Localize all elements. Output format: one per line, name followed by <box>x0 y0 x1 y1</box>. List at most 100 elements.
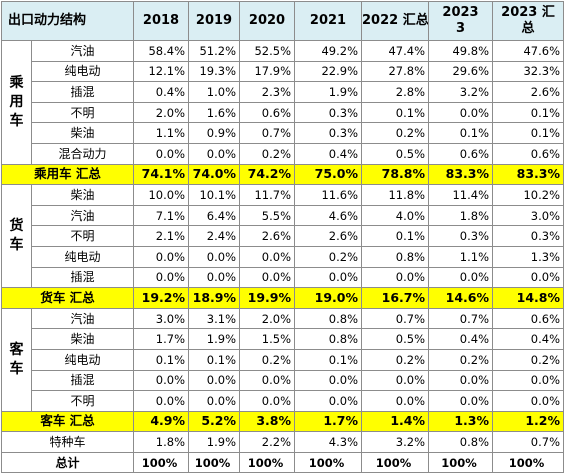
value-cell: 3.0% <box>133 307 190 330</box>
value-cell: 1.7% <box>133 328 190 350</box>
value-cell: 0.2% <box>361 348 430 371</box>
value-cell: 0.1% <box>361 225 430 247</box>
value-cell: 0.8% <box>361 245 430 268</box>
value-cell: 10.2% <box>492 184 564 206</box>
value-cell: 0.0% <box>294 266 363 289</box>
table-row: 客 车汽油 3.0% 3.1% 2.0% 0.8% 0.7% 0.7% 0.6% <box>1 307 564 412</box>
value-cell: 0.0% <box>361 390 430 412</box>
value-cell: 47.4% <box>361 40 430 62</box>
value-cell: 11.6% <box>294 184 363 206</box>
value-cell: 0.0% <box>133 369 190 392</box>
value-cell: 10.1% <box>188 184 241 206</box>
value-cell: 0.1% <box>294 348 363 371</box>
value-cell: 22.9% <box>294 60 363 83</box>
table-row: 乘 用 车汽油 58.4% 51.2% 52.5% 49.2% 47.4% 49.8% 47.… <box>1 40 564 165</box>
value-cell: 0.1% <box>361 101 430 124</box>
value-cell: 0.0% <box>428 266 494 289</box>
table-row: 插混 0.0% 0.0% 0.0% 0.0% 0.0% 0.0% 0.0% <box>2 369 564 392</box>
value-cell: 0.7% <box>239 122 296 144</box>
value-cell: 52.5% <box>239 40 296 62</box>
value-cell: 0.6% <box>492 307 564 330</box>
subtotal-value: 3.8% <box>239 410 296 433</box>
value-cell: 0.6% <box>239 101 296 124</box>
value-cell: 4.0% <box>361 204 430 227</box>
total-row-label: 总计 <box>0 451 135 473</box>
value-cell: 0.4% <box>428 328 494 350</box>
value-cell: 2.6% <box>239 225 296 247</box>
header-label: 出口动力结构 <box>0 1 135 41</box>
special-row-value: 3.2% <box>361 431 430 453</box>
value-cell: 49.2% <box>294 40 363 62</box>
header-row: 出口动力结构 2018 2019 2020 2021 2022 汇总 2023 … <box>0 1 564 41</box>
value-cell: 0.2% <box>361 122 430 144</box>
value-cell: 0.4% <box>492 328 564 350</box>
value-cell: 0.1% <box>492 101 564 124</box>
header-year: 2021 <box>294 1 363 41</box>
value-cell: 1.1% <box>428 245 494 268</box>
value-cell: 0.4% <box>294 142 363 165</box>
value-cell: 0.0% <box>361 369 430 392</box>
value-cell: 0.8% <box>294 328 363 350</box>
value-cell: 11.4% <box>428 184 494 206</box>
value-cell: 0.2% <box>492 348 564 371</box>
category-cell: 乘 用 车 <box>1 40 32 165</box>
value-cell: 0.0% <box>239 266 296 289</box>
value-cell: 12.1% <box>133 60 190 83</box>
value-cell: 0.0% <box>428 390 494 412</box>
powertrain-label: 不明 <box>30 225 135 247</box>
value-cell: 29.6% <box>428 60 494 83</box>
value-cell: 0.0% <box>428 369 494 392</box>
value-cell: 0.0% <box>294 390 363 412</box>
value-cell: 2.6% <box>294 225 363 247</box>
value-cell: 0.0% <box>133 142 190 165</box>
powertrain-label: 柴油 <box>30 122 135 144</box>
value-cell: 3.1% <box>188 307 241 330</box>
value-cell: 0.0% <box>492 369 564 392</box>
header-year: 2023 3 <box>428 1 494 41</box>
subtotal-value: 1.2% <box>492 410 564 433</box>
table-row: 混合动力 0.0% 0.0% 0.2% 0.4% 0.5% 0.6% 0.6% <box>2 142 564 165</box>
subtotal-row: 客车 汇总 4.9% 5.2% 3.8% 1.7% 1.4% 1.3% 1.2% <box>0 410 564 433</box>
value-cell: 2.3% <box>239 81 296 103</box>
subtotal-label: 货车 汇总 <box>0 287 135 309</box>
subtotal-value: 1.4% <box>361 410 430 433</box>
subtotal-value: 74.1% <box>133 163 190 186</box>
value-cell: 2.1% <box>133 225 190 247</box>
value-cell: 0.8% <box>294 307 363 330</box>
value-cell: 27.8% <box>361 60 430 83</box>
total-row-value: 100% <box>361 451 430 473</box>
subtotal-value: 83.3% <box>492 163 564 186</box>
value-cell: 0.1% <box>188 348 241 371</box>
total-row: 总计 100% 100% 100% 100% 100% 100% 100% <box>0 451 564 473</box>
header-year: 2022 汇总 <box>361 1 430 41</box>
value-cell: 7.1% <box>133 204 190 227</box>
value-cell: 2.0% <box>239 307 296 330</box>
powertrain-label: 柴油 <box>30 184 135 206</box>
subtotal-value: 74.2% <box>239 163 296 186</box>
value-cell: 49.8% <box>428 40 494 62</box>
table-row: 纯电动 0.0% 0.0% 0.0% 0.2% 0.8% 1.1% 1.3% <box>2 245 564 268</box>
subtotal-value: 83.3% <box>428 163 494 186</box>
table-row: 不明 0.0% 0.0% 0.0% 0.0% 0.0% 0.0% 0.0% <box>2 390 564 412</box>
powertrain-label: 纯电动 <box>30 245 135 268</box>
powertrain-label: 汽油 <box>30 307 135 330</box>
value-cell: 0.4% <box>133 81 190 103</box>
table-row: 不明 2.0% 1.6% 0.6% 0.3% 0.1% 0.0% 0.1% <box>2 101 564 124</box>
value-cell: 17.9% <box>239 60 296 83</box>
total-row-value: 100% <box>239 451 296 473</box>
powertrain-label: 混合动力 <box>30 142 135 165</box>
value-cell: 0.5% <box>361 328 430 350</box>
value-cell: 0.3% <box>492 225 564 247</box>
subtotal-value: 19.9% <box>239 287 296 309</box>
special-row-value: 0.7% <box>492 431 564 453</box>
table-row: 插混 0.4% 1.0% 2.3% 1.9% 2.8% 3.2% 2.6% <box>2 81 564 103</box>
category-cell: 客 车 <box>1 307 32 412</box>
value-cell: 0.0% <box>239 245 296 268</box>
table-row: 纯电动 0.1% 0.1% 0.2% 0.1% 0.2% 0.2% 0.2% <box>2 348 564 371</box>
value-cell: 1.5% <box>239 328 296 350</box>
value-cell: 2.0% <box>133 101 190 124</box>
subtotal-value: 18.9% <box>188 287 241 309</box>
value-cell: 11.8% <box>361 184 430 206</box>
subtotal-value: 75.0% <box>294 163 363 186</box>
value-cell: 0.0% <box>294 369 363 392</box>
